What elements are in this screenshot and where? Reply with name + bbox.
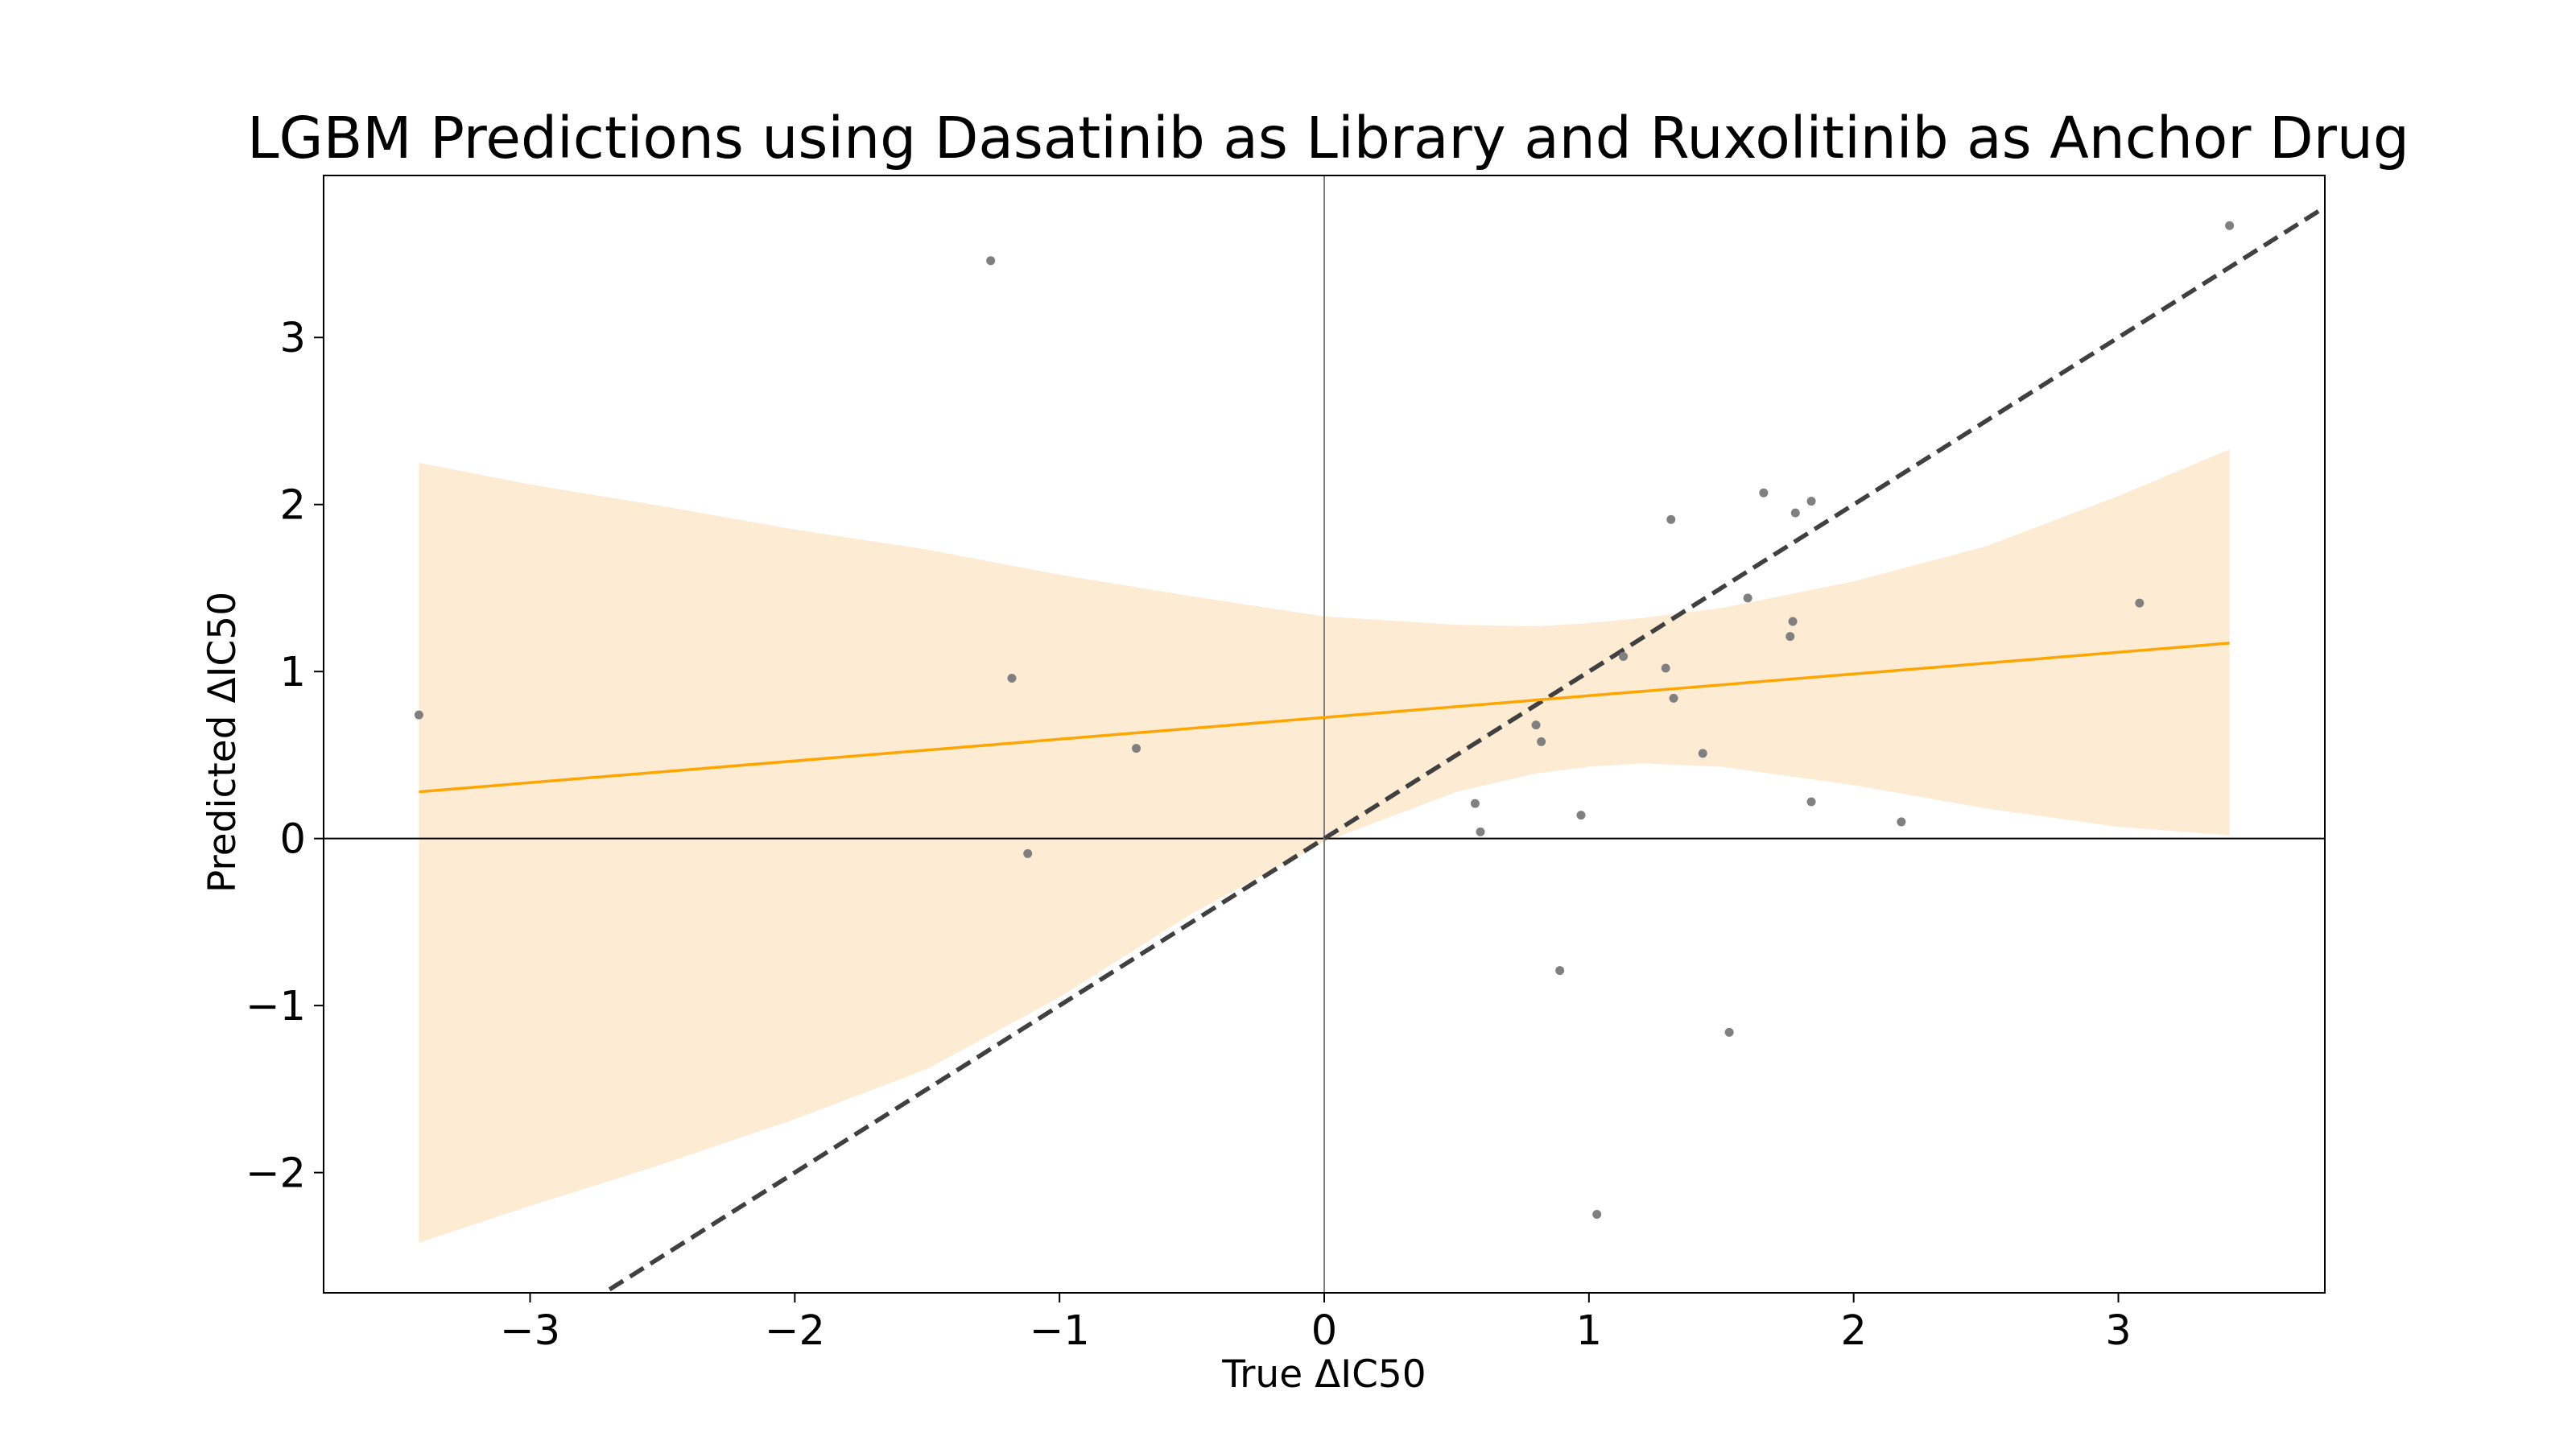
data-point xyxy=(1669,693,1678,703)
x-tick-label: 3 xyxy=(2105,1307,2131,1355)
confidence-band xyxy=(419,449,2230,1243)
x-tick-label: 2 xyxy=(1840,1307,1866,1355)
data-point xyxy=(1897,817,1906,827)
x-tick-label: 1 xyxy=(1576,1307,1602,1355)
data-point xyxy=(1555,966,1565,976)
x-tick-label: 0 xyxy=(1311,1307,1337,1355)
data-point xyxy=(1788,617,1798,626)
plot-area: −3 −2 −1 0 1 2 3 −2 −1 0 1 2 3 xyxy=(246,175,2326,1355)
data-point xyxy=(1785,632,1795,642)
data-point xyxy=(1576,811,1586,820)
data-point xyxy=(1619,652,1629,662)
data-point xyxy=(1698,749,1707,758)
y-tick-label: −2 xyxy=(246,1150,306,1198)
y-tick-label: 2 xyxy=(280,482,306,530)
data-point xyxy=(1537,737,1546,746)
x-tick-label: −1 xyxy=(1030,1307,1090,1355)
data-point xyxy=(1724,1027,1734,1037)
x-tick-label: −2 xyxy=(765,1307,825,1355)
data-point xyxy=(1023,848,1033,858)
data-point xyxy=(1531,720,1541,730)
data-point xyxy=(1743,593,1752,603)
x-tick-label: −3 xyxy=(500,1307,560,1355)
data-point xyxy=(1476,827,1485,836)
data-point xyxy=(1007,673,1017,683)
x-axis-label: True ΔIC50 xyxy=(1221,1352,1426,1397)
y-axis-label: Predicted ΔIC50 xyxy=(200,592,245,893)
data-point xyxy=(414,710,423,720)
regression-line xyxy=(419,642,2230,794)
data-point xyxy=(1661,663,1670,673)
data-point xyxy=(986,256,996,266)
data-point xyxy=(1132,744,1141,753)
plot-content xyxy=(324,175,2325,1293)
data-point xyxy=(1666,514,1676,524)
y-tick-label: −1 xyxy=(246,983,306,1030)
data-point xyxy=(1806,497,1816,506)
y-tick-label: 1 xyxy=(280,649,306,696)
data-point xyxy=(1592,1209,1602,1219)
data-point xyxy=(1470,799,1480,808)
data-point xyxy=(1790,508,1800,518)
identity-line xyxy=(600,205,2325,1293)
data-point xyxy=(1806,797,1816,807)
y-tick-label: 0 xyxy=(280,816,306,864)
data-point xyxy=(1759,488,1769,497)
data-point xyxy=(2135,598,2145,608)
data-point xyxy=(2225,221,2235,230)
y-tick-label: 3 xyxy=(280,315,306,362)
chart-title: LGBM Predictions using Dasatinib as Libr… xyxy=(247,105,2409,171)
